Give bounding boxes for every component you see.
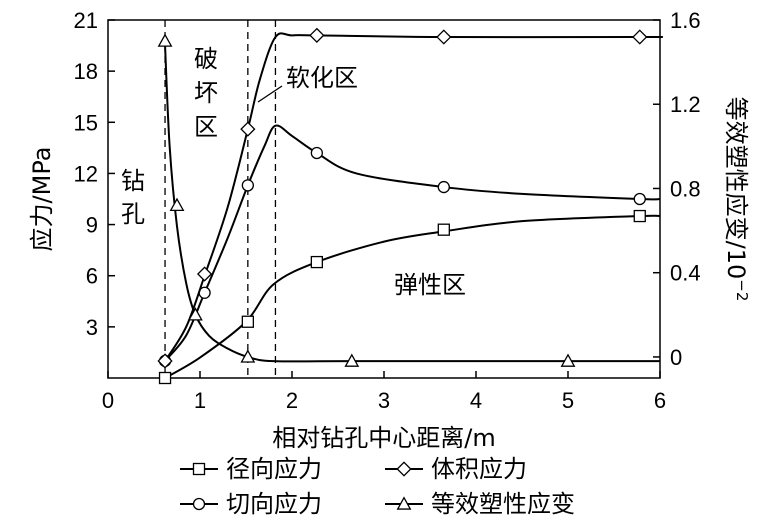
data-point-circle [633, 192, 646, 206]
annotation-elastic-zone: 弹性区 [394, 271, 466, 299]
legend-marker-diamond [396, 461, 412, 477]
x-tick-label: 5 [562, 388, 574, 413]
annotation-leader-line [257, 85, 283, 103]
x-tick-label: 6 [654, 388, 666, 413]
chart-series [157, 27, 664, 385]
series-circle [158, 124, 661, 368]
legend-label: 径向应力 [226, 455, 322, 483]
annotation-failure-zone: 坏 [194, 79, 218, 107]
legend-label: 切向应力 [226, 490, 322, 518]
data-point-diamond [240, 121, 256, 137]
y-right-axis-label-exponent: −2 [733, 279, 751, 301]
annotation-borehole: 钻 [121, 167, 145, 195]
data-point-diamond [436, 29, 452, 45]
y-left-tick-label: 15 [74, 110, 98, 135]
data-point-diamond [157, 353, 173, 369]
y-right-tick-label: 0.4 [670, 261, 701, 286]
x-tick-label: 0 [102, 388, 114, 413]
legend-item-circle: 切向应力 [180, 490, 322, 518]
data-point-triangle [240, 349, 256, 363]
y-left-tick-label: 6 [86, 264, 98, 289]
legend-marker-circle [192, 497, 206, 511]
data-point-triangle [169, 197, 185, 212]
y-right-axis-label-main: 等效塑性应变/10 [722, 97, 750, 280]
zone-boundaries [164, 20, 277, 378]
legend-label: 体积应力 [431, 455, 527, 483]
data-point-diamond [632, 29, 648, 45]
y-right-axis-label: 等效塑性应变/10−2 [722, 97, 751, 302]
annotation-borehole: 孔 [121, 200, 145, 228]
series-line-circle [164, 124, 661, 362]
x-tick-label: 1 [194, 388, 206, 413]
data-point-triangle [344, 353, 360, 367]
legend-marker-triangle [396, 496, 412, 510]
y-left-axis-label: 应力/MPa [28, 147, 56, 252]
chart-ticks: 0 1 2 3 4 5 63691215182100.40.81.21.6相对钻孔中心距离/… [28, 8, 751, 452]
data-point-square [241, 315, 254, 328]
legend-marker-square [192, 462, 206, 476]
x-axis-label: 相对钻孔中心距离/m [272, 424, 495, 452]
series-triangle [157, 33, 660, 367]
data-point-triangle [560, 353, 576, 367]
data-point-square [310, 255, 323, 269]
data-point-square [633, 209, 646, 223]
x-tick-label: 4 [470, 388, 482, 413]
y-left-tick-label: 12 [74, 161, 98, 186]
annotation-failure-zone: 区 [194, 113, 218, 141]
y-left-tick-label: 21 [74, 8, 98, 33]
legend-item-diamond: 体积应力 [385, 455, 527, 483]
data-point-diamond [309, 27, 325, 43]
data-point-circle [437, 180, 450, 194]
data-point-square [158, 371, 172, 385]
series-diamond [157, 27, 664, 369]
data-point-circle [310, 146, 323, 160]
y-right-tick-label: 0 [670, 345, 682, 370]
x-tick-label: 3 [378, 388, 390, 413]
series-square [158, 209, 661, 385]
annotation-softening-zone: 软化区 [286, 64, 358, 92]
y-left-tick-label: 9 [86, 213, 98, 238]
legend-item-triangle: 等效塑性应变 [385, 490, 575, 518]
data-point-diamond [196, 266, 213, 282]
y-left-tick-label: 3 [86, 315, 98, 340]
legend-item-square: 径向应力 [180, 455, 322, 483]
data-point-triangle [187, 307, 203, 321]
y-right-tick-label: 1.6 [670, 8, 701, 33]
data-point-circle [241, 179, 254, 192]
y-right-tick-label: 0.8 [670, 176, 701, 201]
data-point-triangle [157, 33, 173, 47]
y-right-tick-label: 1.2 [670, 92, 701, 117]
x-tick-label: 2 [286, 388, 298, 413]
legend-label: 等效塑性应变 [431, 490, 575, 518]
y-left-tick-label: 18 [74, 59, 98, 84]
series-line-triangle [164, 45, 660, 363]
annotation-failure-zone: 破 [194, 45, 218, 73]
series-line-square [164, 214, 661, 379]
data-point-square [437, 223, 450, 236]
